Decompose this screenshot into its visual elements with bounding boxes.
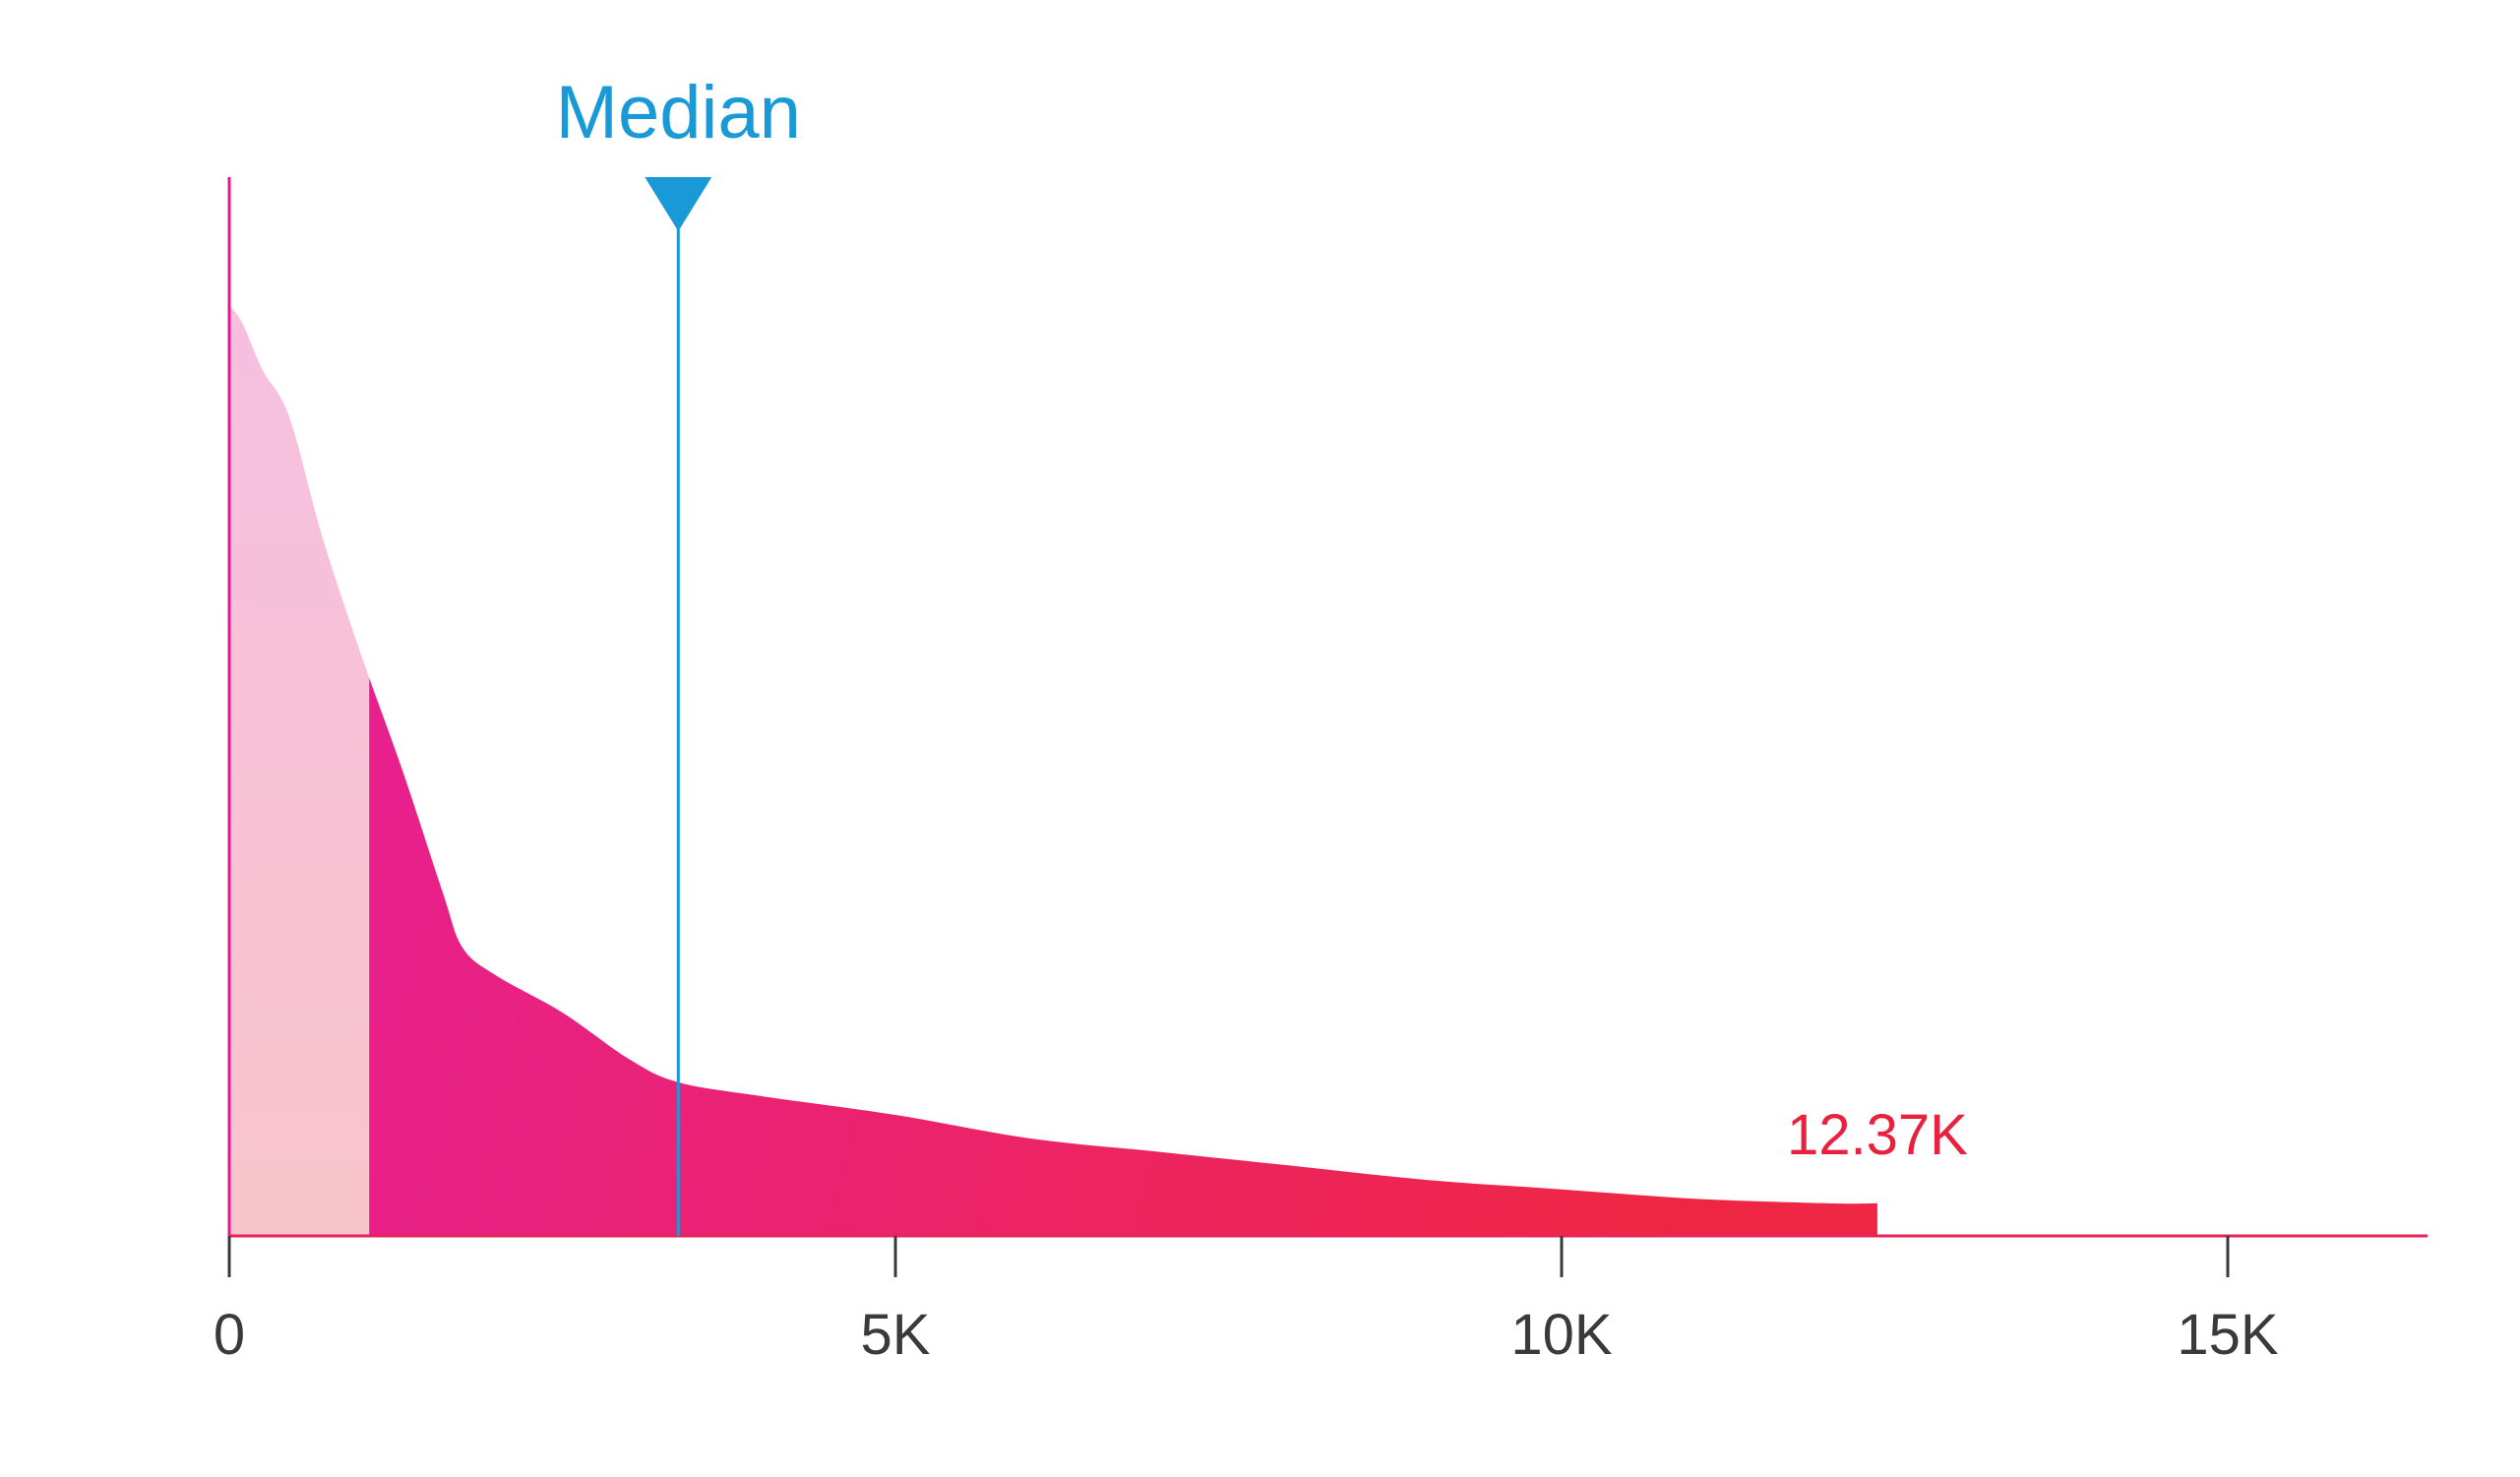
x-tick-label: 15K bbox=[2177, 1303, 2279, 1367]
median-label: Median bbox=[556, 71, 801, 154]
median-triangle-marker bbox=[645, 177, 712, 231]
end-value-label: 12.37K bbox=[1787, 1103, 1968, 1167]
x-tick-label: 10K bbox=[1510, 1303, 1613, 1367]
x-axis-ticks: 0 5K 10K 15K bbox=[214, 1236, 2279, 1367]
main-density-area bbox=[369, 677, 1877, 1236]
x-tick-label: 5K bbox=[861, 1303, 931, 1367]
shaded-density-area bbox=[229, 305, 370, 1236]
x-tick-label: 0 bbox=[214, 1303, 245, 1367]
